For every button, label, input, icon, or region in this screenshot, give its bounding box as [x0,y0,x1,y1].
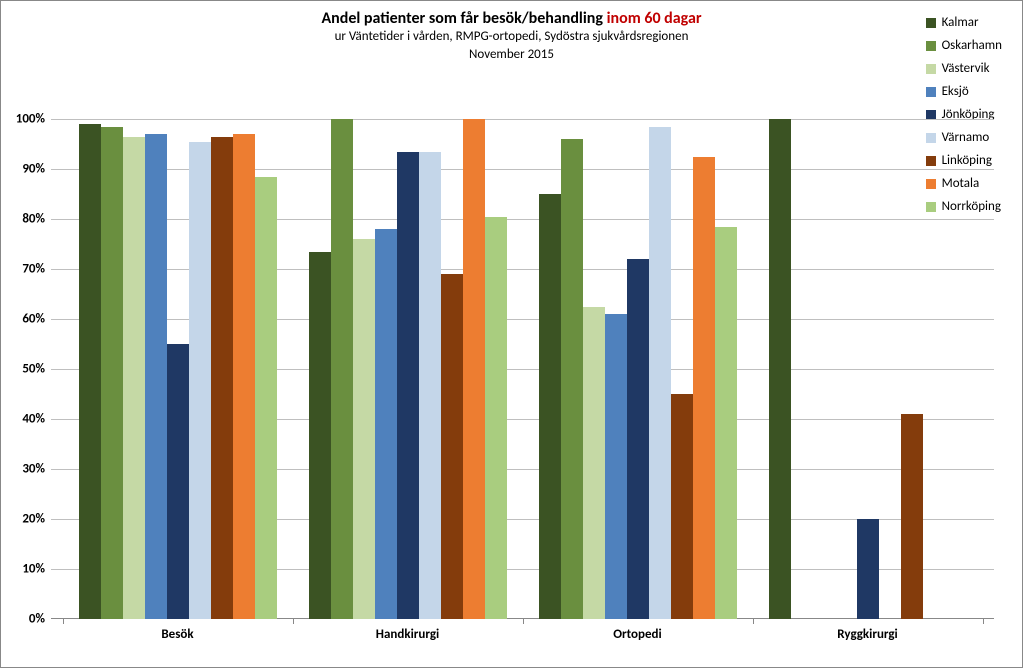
bar [233,134,255,619]
legend-swatch [926,64,936,74]
y-axis-tick-label: 30% [22,462,45,477]
legend-label: Västervik [942,61,990,76]
bar [331,119,353,619]
plot-area: 0%10%20%30%40%50%60%70%80%90%100%BesökHa… [51,119,994,619]
bar [167,344,189,619]
category-label: Handkirurgi [376,627,439,642]
chart-title-block: Andel patienter som får besök/behandling… [1,9,1022,63]
chart-title: Andel patienter som får besök/behandling… [1,9,1022,28]
bar [375,229,397,619]
bar [715,227,737,620]
bar [441,274,463,619]
bar [769,119,791,619]
bar [649,127,671,620]
bar [79,124,101,619]
bar [145,134,167,619]
title-sub-2: November 2015 [1,46,1022,64]
category-label: Ortopedi [613,627,661,642]
bar [485,217,507,620]
title-main: Andel patienter som får besök/behandling [321,9,606,28]
legend-item: Oskarhamn [926,38,1002,53]
bar [605,314,627,619]
bar [211,137,233,620]
tick-mark [983,619,984,624]
legend-item: Västervik [926,61,1002,76]
bar [123,137,145,620]
y-axis-tick-label: 70% [22,262,45,277]
legend-item: Kalmar [926,15,1002,30]
category-label: Besök [161,627,193,642]
y-axis-tick-label: 20% [22,512,45,527]
bar [309,252,331,620]
y-axis-tick-label: 40% [22,412,45,427]
legend-label: Kalmar [942,15,979,30]
bar [353,239,375,619]
bar [397,152,419,620]
title-sub-1: ur Väntetider i vården, RMPG-ortopedi, S… [1,28,1022,46]
legend-swatch [926,110,936,120]
y-axis-tick-label: 0% [29,612,45,627]
y-axis-tick-label: 100% [16,112,45,127]
bar [189,142,211,620]
bar [255,177,277,620]
bar [671,394,693,619]
y-axis-tick-label: 50% [22,362,45,377]
category-label: Ryggkirurgi [837,627,898,642]
bar [857,519,879,619]
y-axis-tick-label: 90% [22,162,45,177]
bar [463,119,485,619]
legend-label: Oskarhamn [942,38,1002,53]
legend-swatch [926,87,936,97]
y-axis-tick-label: 60% [22,312,45,327]
tick-mark [753,619,754,624]
bar [419,152,441,620]
title-highlight: inom 60 dagar [607,9,702,28]
bar [561,139,583,619]
bar [693,157,715,620]
bar [539,194,561,619]
legend-swatch [926,41,936,51]
y-axis-tick-label: 10% [22,562,45,577]
bar [101,127,123,620]
bar [627,259,649,619]
chart-container: Andel patienter som får besök/behandling… [0,0,1023,668]
legend-item: Eksjö [926,84,1002,99]
gridline [51,119,994,120]
tick-mark [293,619,294,624]
legend-label: Eksjö [942,84,969,99]
y-axis-tick-label: 80% [22,212,45,227]
legend-swatch [926,18,936,28]
tick-mark [523,619,524,624]
bar [583,307,605,620]
bar [901,414,923,619]
tick-mark [63,619,64,624]
